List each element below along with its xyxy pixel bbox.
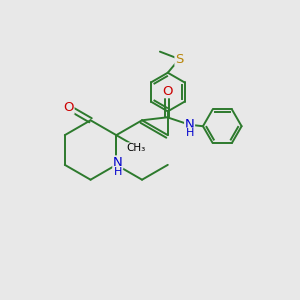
Text: N: N xyxy=(185,118,194,130)
Text: S: S xyxy=(175,52,183,66)
Text: H: H xyxy=(114,167,122,177)
Text: O: O xyxy=(63,101,74,114)
Text: O: O xyxy=(162,85,172,98)
Text: N: N xyxy=(113,156,123,169)
Text: CH₃: CH₃ xyxy=(126,143,146,153)
Text: H: H xyxy=(185,128,194,138)
